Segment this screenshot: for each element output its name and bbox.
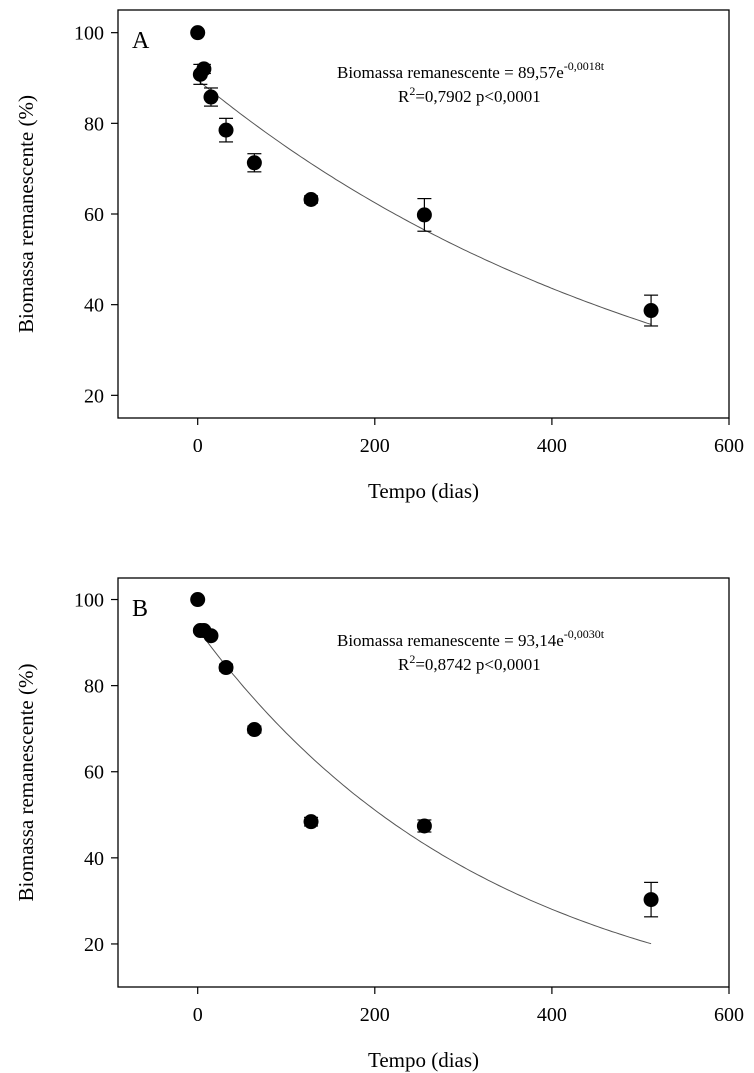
- fit-stats-r-sup: 2: [409, 652, 415, 666]
- x-tick-label: 0: [193, 1004, 203, 1026]
- y-tick-label: 80: [84, 113, 104, 135]
- data-point: [303, 814, 319, 830]
- fit-equation: Biomassa remanescente = 89,57e-0,0018t: [337, 59, 605, 82]
- data-point: [218, 122, 234, 138]
- fit-equation-exponent: -0,0018t: [564, 59, 605, 73]
- data-point: [190, 592, 206, 608]
- data-point: [303, 191, 319, 207]
- y-tick-label: 40: [84, 848, 104, 870]
- data-point: [218, 660, 234, 676]
- y-tick-label: 100: [74, 590, 104, 612]
- y-tick-label: 20: [84, 385, 104, 407]
- y-axis-title: Biomassa remanescente (%): [14, 95, 38, 333]
- x-axis-title: Tempo (dias): [368, 479, 479, 503]
- y-tick-label: 20: [84, 934, 104, 956]
- y-tick-label: 60: [84, 762, 104, 784]
- fit-stats-r-sup: 2: [409, 84, 415, 98]
- x-tick-label: 200: [360, 435, 390, 457]
- panel-letter: A: [132, 28, 150, 54]
- data-point: [190, 25, 206, 41]
- fit-curve: [197, 628, 652, 945]
- y-tick-label: 40: [84, 295, 104, 317]
- y-tick-label: 60: [84, 204, 104, 226]
- x-tick-label: 600: [714, 435, 744, 457]
- data-point: [246, 722, 262, 738]
- x-tick-label: 200: [360, 1004, 390, 1026]
- x-tick-label: 0: [193, 435, 203, 457]
- data-point: [246, 155, 262, 171]
- fit-equation: Biomassa remanescente = 93,14e-0,0030t: [337, 627, 605, 650]
- fit-stats: R2=0,7902 p<0,0001: [398, 84, 541, 106]
- fit-stats-values: =0,7902 p<0,0001: [415, 87, 540, 106]
- data-point: [643, 892, 659, 908]
- data-point: [416, 207, 432, 223]
- fit-equation-exponent: -0,0030t: [564, 627, 605, 641]
- y-tick-label: 80: [84, 676, 104, 698]
- panel-a: 0 200 400 600 20 40 60 80 100 Tempo (dias) Biomass…: [14, 9, 744, 503]
- plot-frame: [117, 577, 730, 988]
- data-point: [416, 818, 432, 834]
- fit-equation-base: Biomassa remanescente = 89,57e: [337, 63, 564, 82]
- x-tick-label: 400: [537, 435, 567, 457]
- fit-stats-r: R: [398, 87, 410, 106]
- fit-stats-values: =0,8742 p<0,0001: [415, 655, 540, 674]
- data-point: [203, 628, 219, 644]
- x-tick-label: 600: [714, 1004, 744, 1026]
- x-tick-label: 400: [537, 1004, 567, 1026]
- fit-stats: R2=0,8742 p<0,0001: [398, 652, 541, 674]
- x-axis-title: Tempo (dias): [368, 1048, 479, 1072]
- y-tick-label: 100: [74, 23, 104, 45]
- panel-letter: B: [132, 596, 148, 622]
- data-point: [196, 61, 212, 77]
- data-point: [643, 303, 659, 319]
- fit-equation-base: Biomassa remanescente = 93,14e: [337, 631, 564, 650]
- fit-stats-r: R: [398, 655, 410, 674]
- data-point: [203, 89, 219, 105]
- y-axis-title: Biomassa remanescente (%): [14, 664, 38, 902]
- panel-b: 0 200 400 600 20 40 60 80 100 Tempo (dias) Biomass…: [14, 577, 744, 1072]
